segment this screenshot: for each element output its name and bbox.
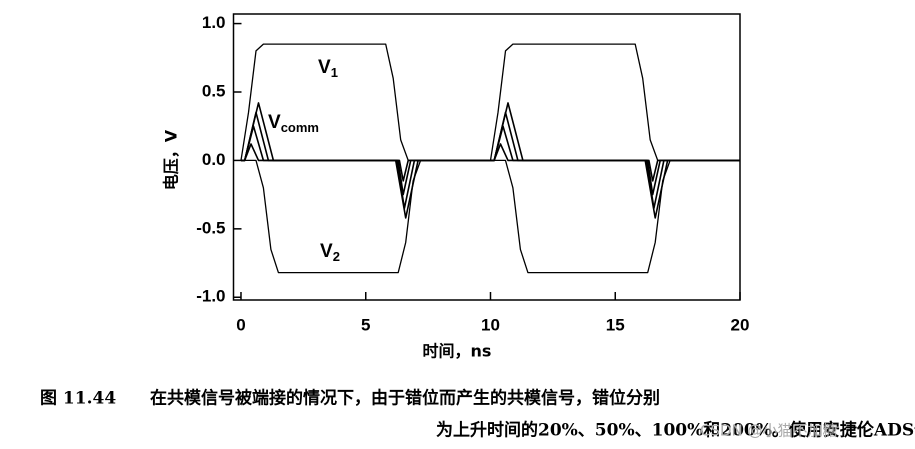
y-tick-label: -0.5 [196,218,225,237]
series-line [241,159,740,274]
x-axis-label: 时间，ns [423,342,492,361]
x-tick-label: 10 [481,315,500,334]
caption-line: 在共模信号被端接的情况下，由于错位而产生的共模信号，错位分别 [150,388,660,409]
figure-number: 图 11.44 [40,389,116,409]
annotation-sub: comm [281,120,319,135]
annotation-main: V [320,241,333,262]
y-tick-label: 1.0 [202,13,226,32]
y-axis-label: 电压，V [162,129,181,190]
series-line [241,143,740,182]
plot-frame [232,13,741,301]
annotation-sub: 1 [331,65,338,80]
annotation-main: V [268,112,281,133]
series-annotation: Vcomm [268,112,319,135]
caption-line: 为上升时间的20%、50%、100%和200%。使用安捷伦ADS仿真得到 [436,420,915,441]
y-tick-label: 0.5 [202,81,226,100]
series-line [240,43,740,162]
y-tick-label: 0.0 [202,150,226,169]
watermark: CSDN @小猫不加糖 [700,422,838,440]
x-tick-label: 0 [236,315,245,334]
x-tick-label: 15 [606,315,625,334]
series-annotation: V1 [318,57,338,80]
annotation-sub: 2 [333,249,340,264]
x-tick-label: 5 [361,315,370,334]
y-tick-label: -1.0 [196,287,225,306]
x-tick-label: 20 [731,315,750,334]
annotation-main: V [318,57,331,78]
series-annotation: V2 [320,241,340,264]
